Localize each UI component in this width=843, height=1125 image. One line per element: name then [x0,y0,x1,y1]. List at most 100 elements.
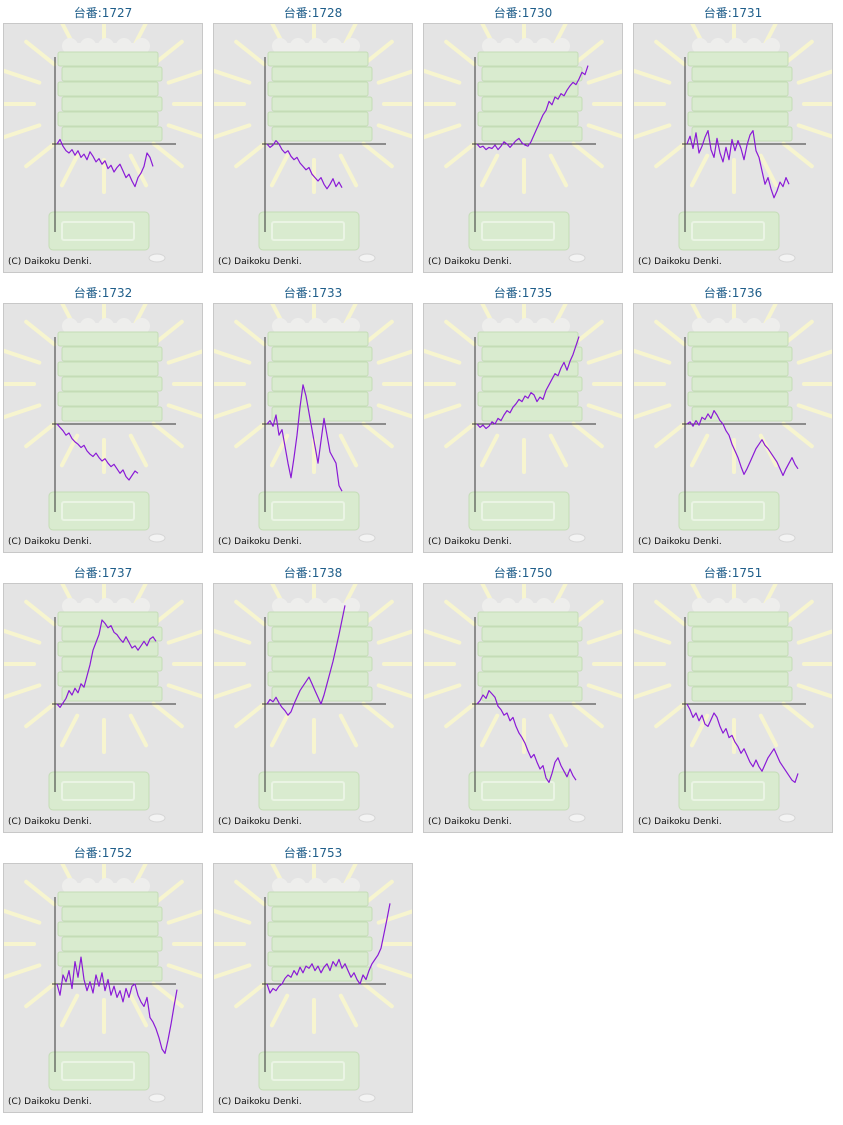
sun-ray [24,981,57,1009]
sun-ray [548,153,569,188]
medal-box [271,906,373,922]
sun-ray [234,701,267,729]
graph-panel: (C) Daikoku Denki. [633,583,833,833]
coin-icon [568,533,586,543]
medal-box [61,346,163,362]
sun-ray [654,141,687,169]
sun-ray [689,433,710,468]
medal-box [57,81,159,97]
sun-ray [269,433,290,468]
sun-ray [361,421,394,449]
sun-ray [4,908,42,925]
medal-box [271,626,373,642]
graph-cell: 台番:1728 (C) Daikoku Denki. [210,0,416,275]
machine-number-title[interactable]: 台番:1733 [283,286,343,300]
medal-box [691,346,793,362]
sun-rays [214,864,412,1034]
machine-number-title[interactable]: 台番:1736 [703,286,763,300]
medal-tray-inner [61,781,135,801]
medal-box [271,346,373,362]
medal-boxes [267,611,373,702]
data-series-line [686,703,799,783]
machine-number-title[interactable]: 台番:1732 [73,286,133,300]
machine-number-title[interactable]: 台番:1735 [493,286,553,300]
machine-number-title[interactable]: 台番:1730 [493,6,553,20]
medal-box [481,626,583,642]
machine-number-title[interactable]: 台番:1727 [73,6,133,20]
graph-cell: 台番:1752 (C) Daikoku Denki. [0,840,206,1115]
medal-box [267,391,369,407]
background-illustration [4,864,202,1103]
background-illustration [214,864,412,1103]
sun-ray [4,963,42,980]
sun-ray [479,153,500,188]
sun-ray [424,628,462,645]
sun-ray [444,701,477,729]
sun-ray [151,141,184,169]
medal-box [477,111,579,127]
sun-ray [376,683,412,699]
sun-ray [234,141,267,169]
sun-ray [59,713,80,748]
background-illustration [214,304,412,543]
line-chart [634,24,832,263]
medal-icon [344,598,360,614]
medal-box [687,111,789,127]
sun-ray [338,713,359,748]
line-chart [424,584,622,823]
sun-ray [654,599,687,627]
medal-box [61,406,163,422]
sun-ray [151,421,184,449]
sun-ray [128,993,149,1028]
medal-box [267,891,369,907]
machine-number-title[interactable]: 台番:1731 [703,6,763,20]
data-series-line [266,903,391,994]
graph-panel: (C) Daikoku Denki. [213,583,413,833]
medal-boxes [267,51,373,142]
sun-ray [634,683,672,700]
sun-ray [214,403,252,420]
graph-panel: (C) Daikoku Denki. [633,23,833,273]
sun-ray [424,683,462,700]
medal-box [267,51,369,67]
sun-ray [424,123,462,140]
machine-number-title[interactable]: 台番:1738 [283,566,343,580]
copyright-text: (C) Daikoku Denki. [218,817,302,827]
graph-panel: (C) Daikoku Denki. [3,303,203,553]
medal-box [61,906,163,922]
medal-box [61,96,163,112]
medal-icon [764,38,780,54]
sun-ray [4,123,42,140]
machine-number-title[interactable]: 台番:1751 [703,566,763,580]
copyright-text: (C) Daikoku Denki. [638,537,722,547]
medal-box [267,951,369,967]
sun-ray [166,963,202,979]
medal-box [481,656,583,672]
medal-box [57,951,159,967]
sun-rays [4,24,202,194]
coin-icon [358,253,376,263]
copyright-text: (C) Daikoku Denki. [218,257,302,267]
machine-number-title[interactable]: 台番:1750 [493,566,553,580]
machine-number-title[interactable]: 台番:1753 [283,846,343,860]
data-series-line [266,384,343,492]
machine-number-title[interactable]: 台番:1752 [73,846,133,860]
medal-box [687,51,789,67]
coin-icon [358,1093,376,1103]
sun-ray [214,963,252,980]
medal-box [61,376,163,392]
medal-box [481,406,583,422]
sun-ray [444,39,477,67]
sun-ray [269,713,290,748]
graph-cell: 台番:1732 (C) Daikoku Denki. [0,280,206,555]
copyright-text: (C) Daikoku Denki. [428,817,512,827]
medal-box [61,966,163,982]
copyright-text: (C) Daikoku Denki. [8,537,92,547]
sun-ray [234,39,267,67]
machine-number-title[interactable]: 台番:1737 [73,566,133,580]
medal-box [271,686,373,702]
sun-ray [151,701,184,729]
machine-number-title[interactable]: 台番:1728 [283,6,343,20]
medal-box [477,671,579,687]
sun-ray [376,349,412,365]
